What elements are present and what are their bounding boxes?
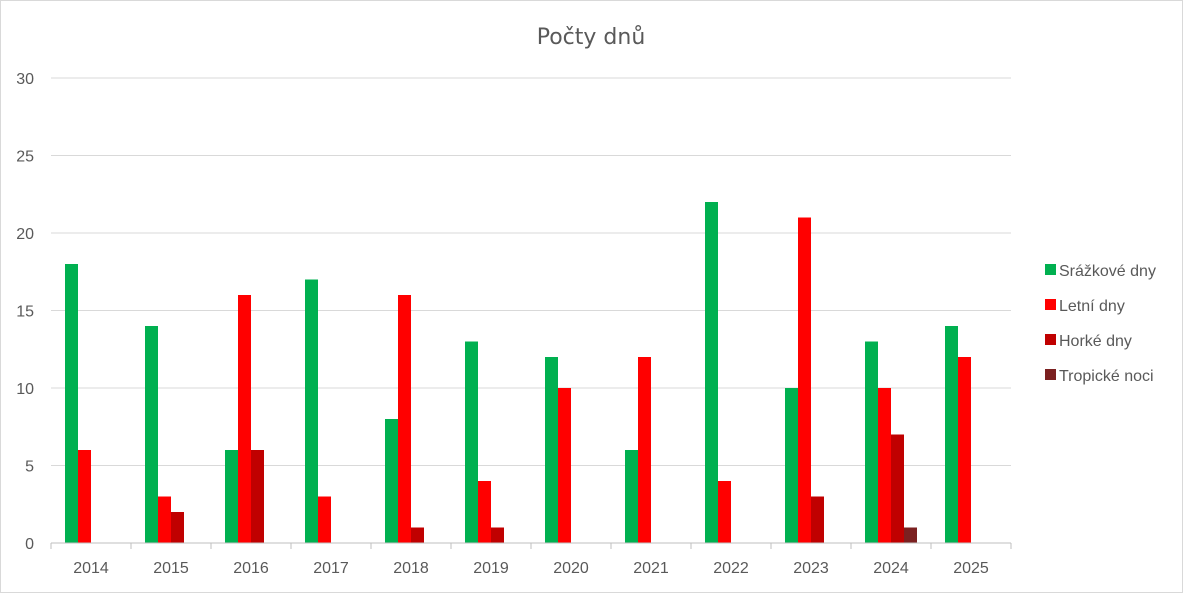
bar-srážkové-dny — [225, 450, 238, 543]
x-tick-label: 2017 — [313, 560, 349, 577]
x-tick-label: 2025 — [953, 560, 989, 577]
bar-horké-dny — [891, 434, 904, 543]
bar-srážkové-dny — [945, 326, 958, 543]
bar-letní-dny — [398, 295, 411, 543]
bar-horké-dny — [491, 527, 504, 543]
bar-srážkové-dny — [465, 341, 478, 543]
chart-title: Počty dnů — [537, 25, 646, 50]
bar-srážkové-dny — [705, 202, 718, 543]
y-tick-label: 10 — [16, 381, 34, 398]
legend-label: Tropické noci — [1059, 368, 1154, 385]
bar-letní-dny — [718, 481, 731, 543]
x-tick-label: 2023 — [793, 560, 829, 577]
bar-letní-dny — [878, 388, 891, 543]
bar-srážkové-dny — [385, 419, 398, 543]
bar-srážkové-dny — [785, 388, 798, 543]
bar-letní-dny — [638, 357, 651, 543]
y-tick-label: 15 — [16, 304, 34, 321]
bar-srážkové-dny — [65, 264, 78, 543]
x-tick-label: 2019 — [473, 560, 509, 577]
y-axis-ticks: 0 5 10 15 20 25 30 — [16, 71, 34, 553]
y-tick-label: 5 — [25, 459, 34, 476]
x-tick-label: 2016 — [233, 560, 269, 577]
bar-letní-dny — [958, 357, 971, 543]
bar-horké-dny — [171, 512, 184, 543]
bar-srážkové-dny — [145, 326, 158, 543]
bar-horké-dny — [811, 496, 824, 543]
bar-srážkové-dny — [305, 279, 318, 543]
legend-label: Horké dny — [1059, 333, 1132, 350]
x-tick-label: 2014 — [73, 560, 109, 577]
bar-srážkové-dny — [545, 357, 558, 543]
bar-horké-dny — [411, 527, 424, 543]
bar-horké-dny — [251, 450, 264, 543]
x-tick-label: 2020 — [553, 560, 589, 577]
bar-letní-dny — [478, 481, 491, 543]
legend: Srážkové dny Letní dny Horké dny Tropické n… — [1045, 263, 1156, 385]
bar-tropické-noci — [904, 527, 917, 543]
x-tick-label: 2015 — [153, 560, 189, 577]
legend-label: Letní dny — [1059, 298, 1125, 315]
x-tick-label: 2018 — [393, 560, 429, 577]
legend-swatch — [1045, 264, 1056, 275]
x-tick-label: 2021 — [633, 560, 669, 577]
bar-letní-dny — [318, 496, 331, 543]
legend-swatch — [1045, 334, 1056, 345]
bar-letní-dny — [558, 388, 571, 543]
bar-letní-dny — [78, 450, 91, 543]
bar-letní-dny — [798, 217, 811, 543]
y-tick-label: 25 — [16, 149, 34, 166]
y-tick-label: 0 — [25, 536, 34, 553]
legend-label: Srážkové dny — [1059, 263, 1156, 280]
gridlines — [51, 77, 1011, 466]
bar-srážkové-dny — [865, 341, 878, 543]
bar-letní-dny — [238, 295, 251, 543]
bar-letní-dny — [158, 496, 171, 543]
legend-swatch — [1045, 369, 1056, 380]
y-tick-label: 20 — [16, 226, 34, 243]
x-axis: 2014 2015 2016 2017 2018 2019 2020 2021 2022 2023… — [50, 542, 1012, 577]
bar-srážkové-dny — [625, 450, 638, 543]
legend-swatch — [1045, 299, 1056, 310]
x-tick-label: 2022 — [713, 560, 749, 577]
x-tick-label: 2024 — [873, 560, 909, 577]
y-tick-label: 30 — [16, 71, 34, 88]
bars — [65, 202, 971, 543]
